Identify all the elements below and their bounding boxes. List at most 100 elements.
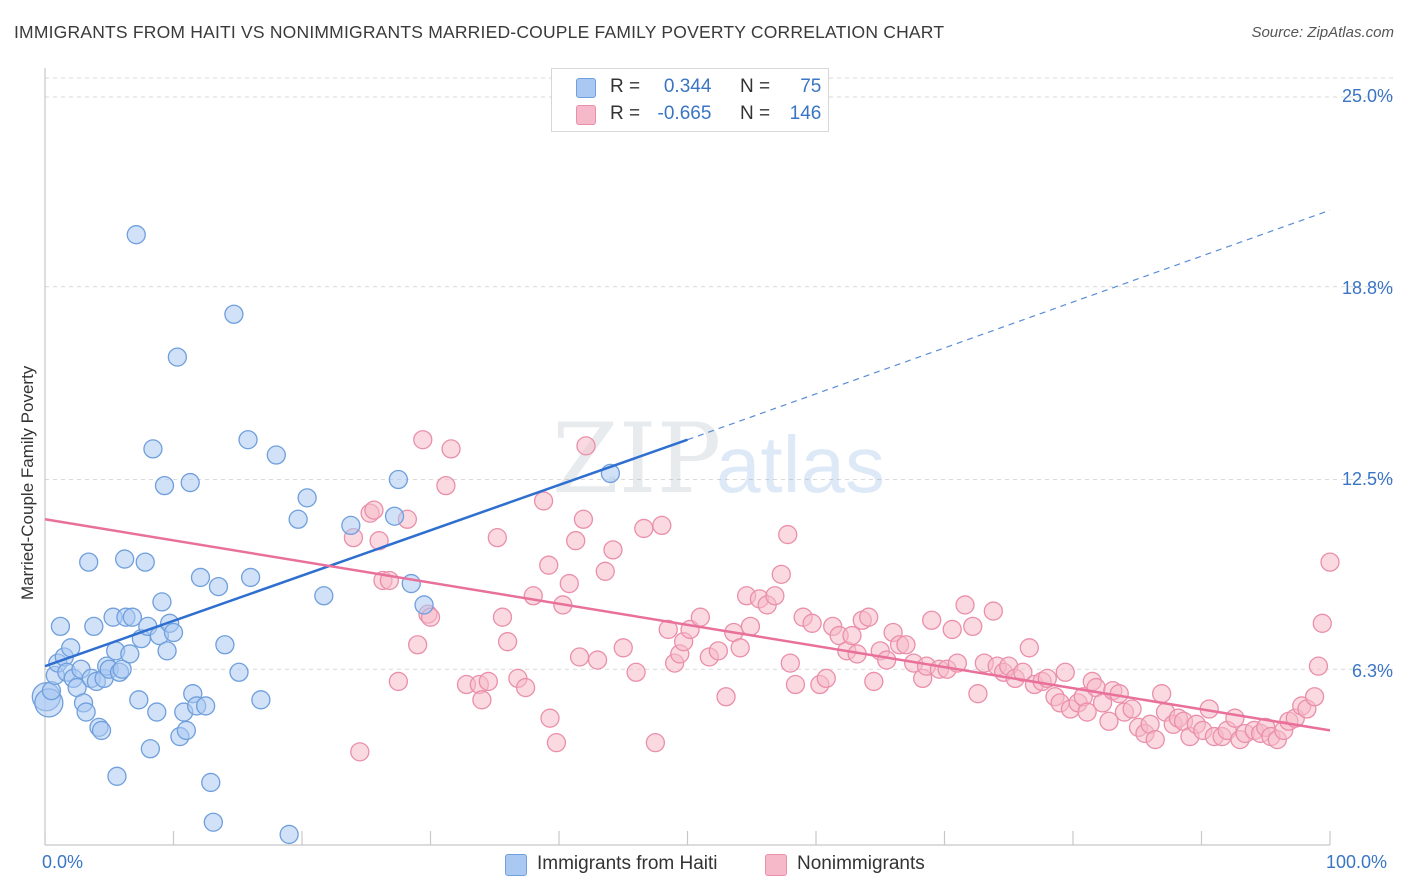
nonimmigrant-point bbox=[478, 671, 498, 692]
haiti-point bbox=[76, 702, 96, 722]
haiti-point bbox=[50, 616, 71, 637]
nonimmigrant-point bbox=[771, 564, 791, 585]
nonimmigrant-point bbox=[413, 430, 433, 450]
nonimmigrant-point bbox=[487, 527, 507, 548]
haiti-point bbox=[167, 347, 188, 367]
nonimmigrant-point bbox=[842, 625, 862, 646]
axes bbox=[44, 68, 1331, 846]
nonimmigrant-point bbox=[539, 555, 559, 575]
nonimmigrant-point bbox=[877, 650, 897, 670]
haiti-point bbox=[152, 592, 172, 612]
haiti-point bbox=[279, 824, 299, 845]
haiti-point bbox=[203, 812, 223, 832]
nonimmigrant-point bbox=[802, 613, 822, 633]
nonimmigrant-point bbox=[765, 586, 785, 606]
source-label: Source: ZipAtlas.com bbox=[1251, 24, 1394, 41]
nonimmigrant-point bbox=[436, 475, 456, 496]
haiti-point bbox=[140, 739, 161, 759]
nonimmigrant-point bbox=[955, 595, 975, 615]
legend-r-label: R = bbox=[610, 103, 641, 124]
nonimmigrant-point bbox=[388, 671, 409, 692]
nonimmigrant-point bbox=[1308, 656, 1329, 676]
nonimmigrant-point bbox=[546, 733, 567, 753]
legend-swatch-pink bbox=[576, 105, 596, 125]
nonimmigrant-point bbox=[1077, 702, 1097, 722]
legend-n-value: 75 bbox=[800, 76, 822, 97]
nonimmigrant-point bbox=[983, 601, 1003, 621]
haiti-point bbox=[229, 662, 249, 682]
nonimmigrant-point bbox=[896, 635, 916, 655]
haiti-point bbox=[341, 515, 361, 536]
watermark-atlas: atlas bbox=[716, 420, 885, 509]
legend-label: Immigrants from Haiti bbox=[537, 853, 718, 874]
nonimmigrants-trend-line bbox=[44, 518, 1331, 732]
legend-n-label: N = bbox=[739, 76, 771, 97]
haiti-point bbox=[201, 772, 221, 793]
haiti-point bbox=[84, 616, 104, 637]
nonimmigrant-point bbox=[778, 524, 798, 545]
haiti-point bbox=[120, 644, 140, 664]
haiti-point bbox=[388, 469, 409, 490]
haiti-point bbox=[107, 766, 127, 786]
haiti-point bbox=[115, 549, 135, 569]
haiti-trend-line bbox=[44, 438, 688, 668]
nonimmigrant-point bbox=[1152, 684, 1172, 704]
nonimmigrant-point bbox=[492, 607, 513, 627]
legend-swatch-blue bbox=[576, 78, 596, 98]
nonimmigrant-point bbox=[816, 668, 836, 689]
nonimmigrant-point bbox=[595, 561, 615, 581]
haiti-point bbox=[143, 439, 163, 459]
nonimmigrant-point bbox=[942, 619, 962, 640]
nonimmigrant-point bbox=[1055, 662, 1075, 682]
haiti-point bbox=[163, 622, 184, 643]
nonimmigrant-point bbox=[1320, 552, 1340, 572]
nonimmigrant-point bbox=[968, 684, 988, 704]
nonimmigrant-point bbox=[780, 653, 800, 673]
y-tick-label: 25.0% bbox=[1341, 86, 1393, 106]
nonimmigrant-point bbox=[587, 650, 608, 670]
trend-lines bbox=[44, 209, 1331, 732]
haiti-point bbox=[129, 690, 149, 710]
legend-n-label: N = bbox=[739, 103, 771, 124]
haiti-point bbox=[154, 475, 175, 496]
nonimmigrant-point bbox=[963, 616, 983, 637]
stats-legend: R = 0.344 N = 75 R = -0.665 N = 146 bbox=[551, 68, 829, 132]
nonimmigrant-point bbox=[1225, 708, 1245, 728]
haiti-point bbox=[224, 304, 244, 324]
nonimmigrant-point bbox=[1312, 613, 1332, 633]
nonimmigrant-point bbox=[497, 632, 518, 652]
nonimmigrant-point bbox=[740, 616, 761, 637]
haiti-point bbox=[195, 696, 216, 716]
haiti-point bbox=[251, 690, 271, 710]
chart-title: IMMIGRANTS FROM HAITI VS NONIMMIGRANTS M… bbox=[14, 22, 945, 42]
nonimmigrant-point bbox=[540, 708, 560, 728]
haiti-point bbox=[314, 586, 334, 606]
nonimmigrant-point bbox=[785, 674, 806, 695]
nonimmigrant-point bbox=[1099, 711, 1119, 731]
nonimmigrant-point bbox=[1145, 729, 1165, 750]
haiti-point bbox=[190, 567, 211, 588]
nonimmigrant-point bbox=[1304, 687, 1325, 707]
haiti-point bbox=[266, 445, 286, 465]
nonimmigrant-point bbox=[472, 690, 492, 710]
nonimmigrant-point bbox=[708, 641, 728, 661]
haiti-point bbox=[157, 641, 177, 661]
nonimmigrant-point bbox=[1013, 662, 1033, 682]
haiti-point bbox=[91, 720, 112, 741]
haiti-trend-extension bbox=[687, 209, 1331, 441]
y-axis-label: Married-Couple Family Poverty bbox=[18, 365, 37, 600]
nonimmigrant-point bbox=[652, 515, 672, 536]
y-tick-label: 12.5% bbox=[1341, 469, 1393, 489]
y-tick-label: 18.8% bbox=[1341, 278, 1393, 298]
nonimmigrant-point bbox=[716, 687, 736, 707]
nonimmigrant-point bbox=[690, 607, 710, 627]
haiti-point bbox=[414, 595, 434, 615]
legend-label: Nonimmigrants bbox=[797, 853, 925, 874]
nonimmigrant-point bbox=[441, 439, 461, 459]
haiti-point bbox=[135, 552, 155, 572]
haiti-point bbox=[238, 430, 258, 450]
nonimmigrant-point bbox=[613, 638, 633, 658]
nonimmigrant-point bbox=[1122, 699, 1142, 719]
haiti-point bbox=[180, 472, 200, 493]
